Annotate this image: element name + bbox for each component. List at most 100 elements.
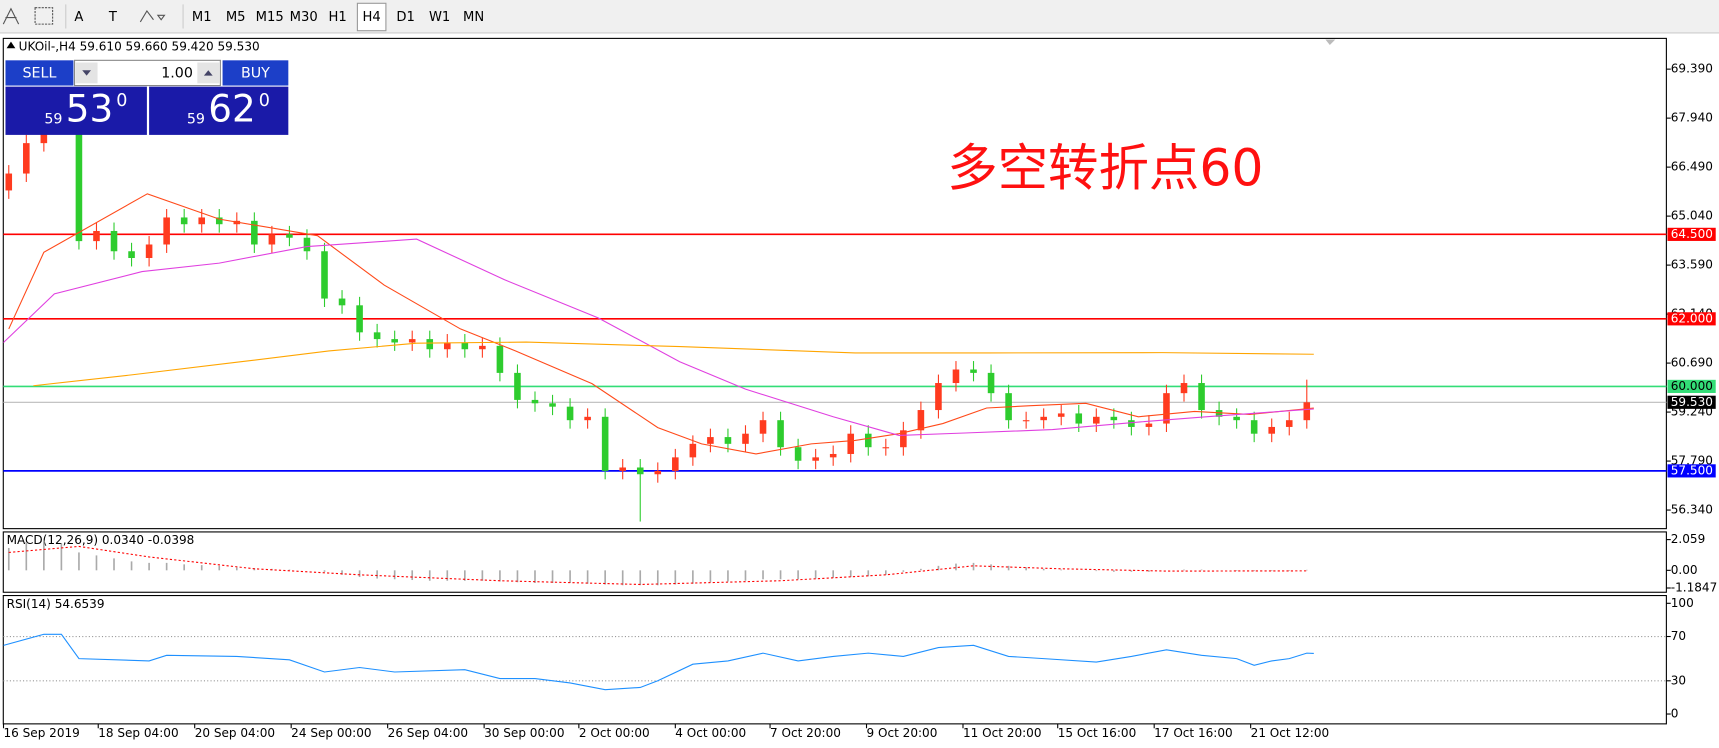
toolbar (0, 0, 1719, 33)
candle-body (23, 143, 30, 174)
candle-body (1233, 416, 1240, 421)
x-tick-label: 11 Oct 20:00 (963, 726, 1042, 740)
y-tick-label: 69.390 (1671, 62, 1713, 76)
candle-body (1180, 383, 1188, 394)
level-tag-label: 62.000 (1671, 311, 1713, 325)
candle-body (1163, 393, 1170, 424)
timeframe-button[interactable]: H1 (329, 10, 347, 25)
candle-body (128, 251, 135, 259)
ask-prefix: 59 (187, 112, 205, 128)
candle-body (847, 433, 855, 454)
candle-body (1303, 402, 1311, 421)
candle-body (251, 220, 258, 245)
ask-sup: 0 (259, 91, 270, 111)
lot-up-arrow (203, 70, 213, 76)
ask-box[interactable] (149, 86, 289, 135)
candle-body (356, 305, 363, 333)
candle-body (864, 433, 872, 448)
moving-average (33, 341, 1314, 387)
candle-body (110, 230, 118, 252)
buy-button[interactable] (222, 60, 289, 86)
candle-body (163, 217, 170, 245)
collapse-arrow[interactable] (6, 41, 16, 49)
candle-body (1285, 420, 1293, 427)
candle-body (1093, 416, 1100, 424)
price-panel-frame (2, 37, 1667, 530)
y-tick-label: 67.940 (1671, 111, 1713, 125)
candle-body (724, 437, 732, 444)
panel-title: UKOil-,H4 59.610 59.660 59.420 59.530 (19, 40, 260, 54)
candle-body (408, 339, 416, 343)
y-tick-label: 2.059 (1671, 532, 1705, 546)
candle-body (900, 430, 907, 448)
x-tick-label: 18 Sep 04:00 (98, 726, 178, 740)
tool-button[interactable]: A (74, 10, 83, 25)
candle-body (619, 467, 626, 471)
candle-body (5, 173, 13, 191)
icon-period-sep[interactable] (2, 7, 20, 25)
candle-body (444, 342, 451, 350)
y-tick-label: 66.490 (1671, 160, 1713, 174)
timeframe-button[interactable]: D1 (396, 10, 414, 25)
timeframe-button[interactable]: W1 (429, 10, 450, 25)
macd-panel-frame (2, 531, 1667, 593)
timeframe-button[interactable]: M30 (290, 10, 318, 25)
x-tick-label: 17 Oct 16:00 (1154, 726, 1233, 740)
lot-box[interactable] (74, 59, 221, 87)
tool-button[interactable]: T (108, 10, 118, 25)
candle-body (1110, 416, 1118, 421)
shift-marker (1325, 39, 1336, 45)
candle-body (584, 416, 591, 421)
timeframe-button[interactable]: M5 (226, 10, 246, 25)
bid-box[interactable] (5, 86, 147, 135)
candle-body (514, 372, 521, 400)
candle-body (654, 470, 662, 475)
candle-body (145, 244, 153, 259)
candle-body (689, 443, 697, 458)
candle-body (1128, 420, 1135, 427)
candle-body (479, 345, 486, 350)
candle-body (391, 339, 398, 343)
x-tick-label: 2 Oct 00:00 (579, 726, 650, 740)
candle-body (1250, 420, 1258, 434)
candle-body (759, 420, 767, 434)
timeframe-button[interactable]: H4 (363, 10, 381, 25)
x-tick-label: 16 Sep 2019 (4, 726, 80, 740)
candle-body (461, 342, 469, 350)
toolbar-icons (2, 4, 184, 29)
icon-objects[interactable] (139, 9, 166, 23)
candle-body (794, 447, 802, 461)
y-tick-label: 0.00 (1671, 563, 1698, 577)
timeframe-button[interactable]: M15 (256, 10, 284, 25)
bid-sup: 0 (116, 91, 127, 111)
candle-body (1198, 383, 1205, 411)
sell-label: SELL (23, 65, 57, 81)
candle-body (829, 453, 837, 458)
timeframe-button[interactable]: M1 (192, 10, 212, 25)
x-tick-label: 26 Sep 04:00 (388, 726, 468, 740)
candle-body (198, 217, 206, 225)
candle-body (549, 403, 556, 407)
candle-body (1057, 413, 1065, 417)
icon-grid[interactable] (34, 7, 54, 25)
y-tick-label: 0 (1671, 707, 1679, 721)
y-tick-label: 63.590 (1671, 258, 1713, 272)
y-tick-label: 65.040 (1671, 209, 1713, 223)
macd-signal (8, 545, 1307, 586)
candle-body (1040, 416, 1047, 421)
panel-title: RSI(14) 54.6539 (7, 597, 105, 611)
y-tick-label: -1.1847 (1671, 580, 1717, 594)
candle-body (75, 109, 83, 242)
candle-body (636, 467, 644, 475)
candle-body (321, 251, 328, 299)
candle-body (286, 234, 293, 238)
candle-body (777, 420, 784, 448)
level-tag-label: 59.530 (1671, 395, 1713, 409)
sell-button[interactable] (5, 60, 74, 86)
panel-title: MACD(12,26,9) 0.0340 -0.0398 (7, 533, 195, 547)
candle-body (215, 217, 223, 225)
level-tag (1667, 312, 1716, 326)
x-tick-label: 7 Oct 20:00 (770, 726, 841, 740)
timeframe-button[interactable]: MN (463, 10, 484, 25)
